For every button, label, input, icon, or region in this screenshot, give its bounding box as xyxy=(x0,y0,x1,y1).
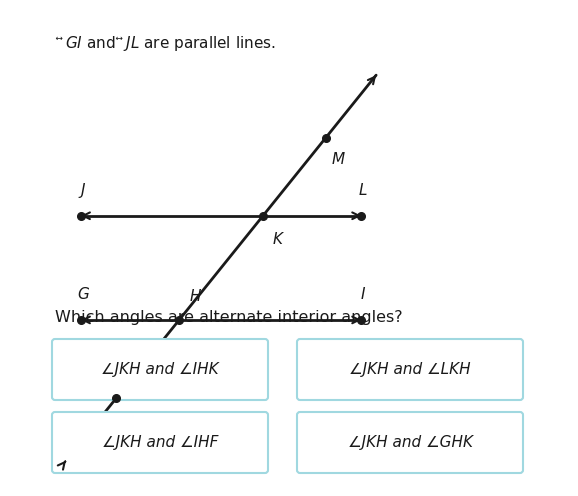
Text: Which angles are alternate interior angles?: Which angles are alternate interior angl… xyxy=(55,310,403,325)
FancyBboxPatch shape xyxy=(297,339,523,400)
Text: J: J xyxy=(81,183,85,198)
Text: G: G xyxy=(77,287,89,302)
Text: H: H xyxy=(189,289,201,304)
FancyBboxPatch shape xyxy=(52,339,268,400)
FancyBboxPatch shape xyxy=(297,412,523,473)
Text: K: K xyxy=(273,232,283,247)
Text: L: L xyxy=(359,183,368,198)
Text: F: F xyxy=(123,379,131,394)
FancyBboxPatch shape xyxy=(52,412,268,473)
Text: ∠JKH and ∠LKH: ∠JKH and ∠LKH xyxy=(349,362,471,377)
Text: I: I xyxy=(361,287,365,302)
Text: ∠JKH and ∠GHK: ∠JKH and ∠GHK xyxy=(347,435,472,450)
Text: ∠JKH and ∠IHF: ∠JKH and ∠IHF xyxy=(102,435,218,450)
Text: ∠JKH and ∠IHK: ∠JKH and ∠IHK xyxy=(101,362,219,377)
Text: M: M xyxy=(332,152,345,167)
Text: $\overleftrightarrow{GI}$ and $\overleftrightarrow{JL}$ are parallel lines.: $\overleftrightarrow{GI}$ and $\overleft… xyxy=(55,34,276,53)
